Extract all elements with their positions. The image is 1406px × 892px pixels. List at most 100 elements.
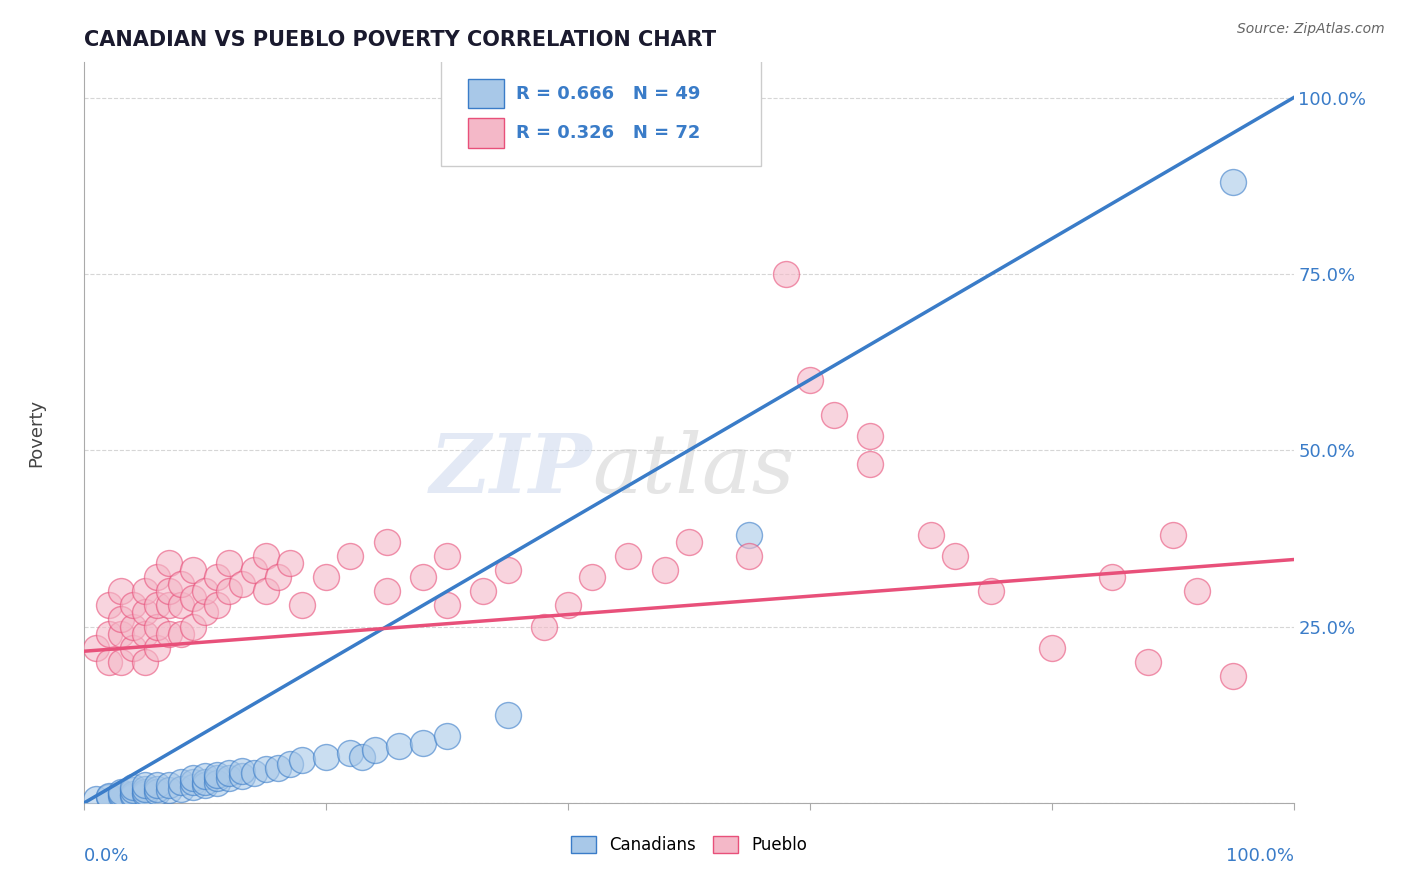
- Point: [218, 556, 240, 570]
- Point: [980, 584, 1002, 599]
- Point: [157, 584, 180, 599]
- Point: [134, 781, 156, 796]
- FancyBboxPatch shape: [441, 59, 762, 166]
- Point: [254, 762, 277, 776]
- Text: atlas: atlas: [592, 430, 794, 509]
- Point: [134, 778, 156, 792]
- Point: [207, 771, 229, 785]
- Point: [146, 640, 169, 655]
- Point: [157, 783, 180, 797]
- Point: [181, 563, 204, 577]
- Point: [472, 584, 495, 599]
- Text: ZIP: ZIP: [430, 430, 592, 509]
- Point: [943, 549, 966, 563]
- Point: [181, 771, 204, 785]
- Point: [352, 750, 374, 764]
- Point: [121, 640, 143, 655]
- Point: [194, 769, 217, 783]
- Point: [207, 767, 229, 781]
- Point: [339, 549, 361, 563]
- Point: [97, 655, 120, 669]
- Point: [436, 599, 458, 613]
- Point: [775, 267, 797, 281]
- Point: [363, 743, 385, 757]
- Point: [557, 599, 579, 613]
- Point: [291, 754, 314, 768]
- Point: [278, 556, 301, 570]
- Point: [859, 429, 882, 443]
- Text: 0.0%: 0.0%: [84, 847, 129, 865]
- Point: [121, 787, 143, 801]
- Point: [278, 757, 301, 772]
- Point: [170, 599, 193, 613]
- Point: [110, 785, 132, 799]
- Point: [134, 788, 156, 802]
- Bar: [468, 78, 503, 108]
- Point: [170, 774, 193, 789]
- Point: [315, 570, 337, 584]
- Point: [146, 570, 169, 584]
- Point: [134, 655, 156, 669]
- Point: [146, 785, 169, 799]
- Point: [231, 764, 253, 778]
- Point: [242, 563, 264, 577]
- Point: [267, 760, 290, 774]
- Point: [207, 776, 229, 790]
- Point: [1222, 669, 1244, 683]
- Point: [375, 535, 398, 549]
- Point: [738, 549, 761, 563]
- Point: [110, 789, 132, 803]
- Point: [86, 792, 108, 806]
- Point: [146, 778, 169, 792]
- Legend: Canadians, Pueblo: Canadians, Pueblo: [564, 830, 814, 861]
- Point: [121, 780, 143, 795]
- Point: [339, 747, 361, 761]
- Point: [97, 599, 120, 613]
- Point: [121, 619, 143, 633]
- Point: [194, 778, 217, 792]
- Point: [134, 606, 156, 620]
- Point: [218, 766, 240, 780]
- Point: [218, 771, 240, 785]
- Point: [738, 528, 761, 542]
- Point: [1040, 640, 1063, 655]
- Point: [412, 736, 434, 750]
- Point: [920, 528, 942, 542]
- Point: [157, 778, 180, 792]
- Point: [412, 570, 434, 584]
- Text: Source: ZipAtlas.com: Source: ZipAtlas.com: [1237, 22, 1385, 37]
- Point: [146, 599, 169, 613]
- Point: [496, 707, 519, 722]
- Point: [97, 790, 120, 805]
- Point: [181, 774, 204, 789]
- Point: [388, 739, 411, 754]
- Point: [134, 584, 156, 599]
- Point: [533, 619, 555, 633]
- Point: [291, 599, 314, 613]
- Point: [823, 408, 845, 422]
- Point: [110, 584, 132, 599]
- Point: [436, 549, 458, 563]
- Point: [496, 563, 519, 577]
- Point: [134, 626, 156, 640]
- Point: [242, 766, 264, 780]
- Point: [1222, 175, 1244, 189]
- Point: [581, 570, 603, 584]
- Point: [254, 549, 277, 563]
- Text: R = 0.326   N = 72: R = 0.326 N = 72: [516, 124, 700, 142]
- Point: [170, 781, 193, 796]
- Point: [97, 626, 120, 640]
- Point: [1185, 584, 1208, 599]
- Point: [181, 780, 204, 795]
- Point: [254, 584, 277, 599]
- Point: [207, 599, 229, 613]
- Point: [157, 626, 180, 640]
- Point: [436, 729, 458, 743]
- Point: [97, 789, 120, 803]
- Point: [181, 591, 204, 606]
- Point: [110, 626, 132, 640]
- Point: [218, 584, 240, 599]
- Point: [146, 619, 169, 633]
- Point: [157, 599, 180, 613]
- Text: CANADIAN VS PUEBLO POVERTY CORRELATION CHART: CANADIAN VS PUEBLO POVERTY CORRELATION C…: [84, 29, 717, 50]
